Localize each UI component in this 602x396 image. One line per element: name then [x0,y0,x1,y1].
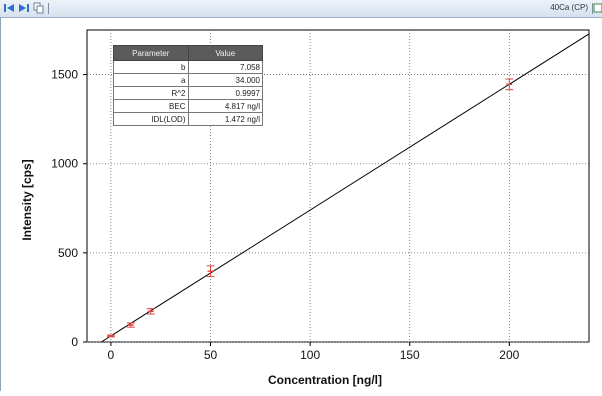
x-tick-label: 150 [400,348,420,362]
value-cell: 4.817 ng/l [187,99,263,113]
skip-first-icon[interactable] [2,1,16,15]
copy-icon[interactable] [32,1,46,15]
parameter-cell: b [113,60,189,74]
chart-area: 0 50 100 150 200 0 500 1000 1500 Concentration [… [0,17,602,391]
x-axis-label: Concentration [ng/l] [268,373,382,387]
value-cell: 1.472 ng/l [187,112,263,126]
axis-ticks: 0 50 100 150 200 0 500 1000 1500 [51,68,519,362]
data-point [106,334,115,338]
table-row: BEC 4.817 ng/l [113,99,263,113]
fit-line [101,33,590,343]
chart-icon[interactable] [593,1,602,15]
series-label: 40Ca (CP) [550,3,588,12]
parameter-cell: R^2 [113,86,189,100]
table-row: R^2 0.9997 [113,86,263,100]
parameter-header: Parameter [113,45,189,61]
data-point [146,308,155,315]
y-tick-label: 500 [58,246,78,260]
y-axis-label: Intensity [cps] [20,159,34,240]
table-row: b 7.058 [113,60,263,74]
play-next-icon[interactable] [17,1,31,15]
value-header: Value [187,45,263,61]
x-tick-label: 0 [108,348,115,362]
data-point [126,322,135,328]
y-tick-label: 1000 [51,157,78,171]
data-point [505,78,514,91]
x-tick-label: 100 [300,348,320,362]
value-cell: 0.9997 [187,86,263,100]
x-tick-label: 200 [499,348,519,362]
parameter-cell: a [113,73,189,87]
toolbar-separator [592,3,593,14]
value-cell: 34.000 [187,73,263,87]
parameter-cell: IDL(LOD) [113,112,189,126]
chart-toolbar: 40Ca (CP) [0,0,602,18]
y-tick-label: 1500 [51,68,78,82]
parameter-cell: BEC [113,99,189,113]
toolbar-separator [48,3,49,14]
plot-frame [86,29,590,343]
x-tick-label: 50 [204,348,218,362]
value-cell: 7.058 [187,60,263,74]
calibration-chart: 0 50 100 150 200 0 500 1000 1500 Concentration [… [20,29,590,387]
table-row: IDL(LOD) 1.472 ng/l [113,112,263,126]
table-row: a 34.000 [113,73,263,87]
y-tick-label: 0 [71,335,78,349]
data-points [106,78,514,338]
data-point [206,265,215,278]
parameter-table: Parameter Value b 7.058 a 34.000 R^2 0.9… [113,45,263,126]
